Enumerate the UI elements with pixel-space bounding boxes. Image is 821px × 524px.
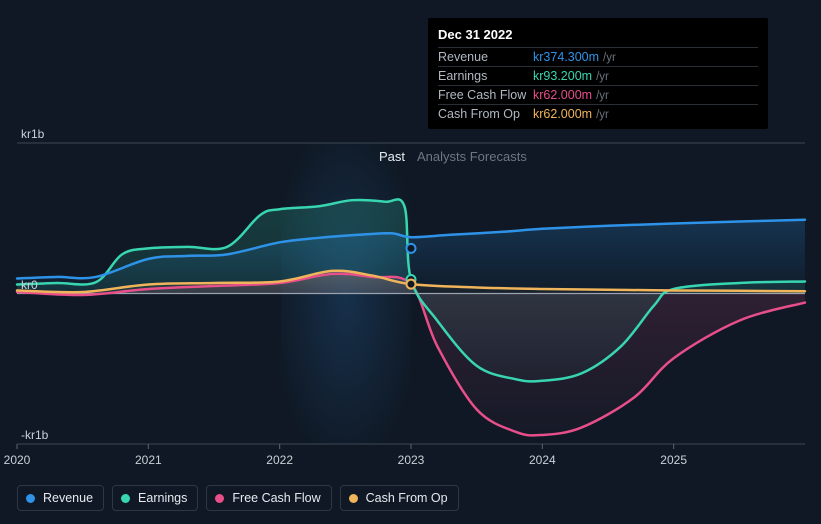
legend-item-cfo[interactable]: Cash From Op [340, 485, 459, 511]
x-tick-label: 2025 [660, 453, 687, 467]
tooltip-row: Cash From Op kr62.000m /yr [438, 104, 758, 123]
y-tick-label: kr0 [21, 278, 38, 292]
tooltip-row-label: Earnings [438, 69, 533, 83]
tooltip-row-unit: /yr [596, 90, 609, 102]
legend-dot-icon [121, 494, 130, 503]
tooltip-row-value: kr62.000m [533, 107, 592, 121]
x-tick-label: 2020 [4, 453, 31, 467]
chart-legend: Revenue Earnings Free Cash Flow Cash Fro… [17, 485, 459, 511]
legend-item-label: Free Cash Flow [232, 491, 320, 505]
tooltip-row-label: Revenue [438, 50, 533, 64]
tooltip-row-value: kr62.000m [533, 88, 592, 102]
forecast-section-label: Analysts Forecasts [417, 149, 527, 164]
legend-item-label: Earnings [138, 491, 187, 505]
tooltip-row-value: kr374.300m [533, 50, 599, 64]
legend-item-fcf[interactable]: Free Cash Flow [206, 485, 331, 511]
legend-item-earnings[interactable]: Earnings [112, 485, 198, 511]
tooltip-row-unit: /yr [603, 52, 616, 64]
past-section-label: Past [379, 149, 405, 164]
chart-tooltip: Dec 31 2022 Revenue kr374.300m /yrEarnin… [428, 18, 768, 129]
tooltip-date: Dec 31 2022 [438, 24, 758, 47]
y-tick-label: -kr1b [21, 428, 48, 442]
tooltip-row: Free Cash Flow kr62.000m /yr [438, 85, 758, 104]
legend-item-revenue[interactable]: Revenue [17, 485, 104, 511]
tooltip-row-value: kr93.200m [533, 69, 592, 83]
x-tick-label: 2024 [529, 453, 556, 467]
financials-chart: kr1b kr0 -kr1b 2020 2021 2022 2023 2024 2025 Pa… [0, 0, 821, 524]
x-tick-label: 2023 [398, 453, 425, 467]
legend-dot-icon [26, 494, 35, 503]
tooltip-row: Earnings kr93.200m /yr [438, 66, 758, 85]
tooltip-row-label: Free Cash Flow [438, 88, 533, 102]
legend-dot-icon [215, 494, 224, 503]
tooltip-row-unit: /yr [596, 109, 609, 121]
tooltip-row: Revenue kr374.300m /yr [438, 47, 758, 66]
legend-item-label: Cash From Op [366, 491, 448, 505]
tooltip-row-label: Cash From Op [438, 107, 533, 121]
legend-dot-icon [349, 494, 358, 503]
x-tick-label: 2021 [135, 453, 162, 467]
legend-item-label: Revenue [43, 491, 93, 505]
y-tick-label: kr1b [21, 127, 44, 141]
x-tick-label: 2022 [266, 453, 293, 467]
tooltip-row-unit: /yr [596, 71, 609, 83]
